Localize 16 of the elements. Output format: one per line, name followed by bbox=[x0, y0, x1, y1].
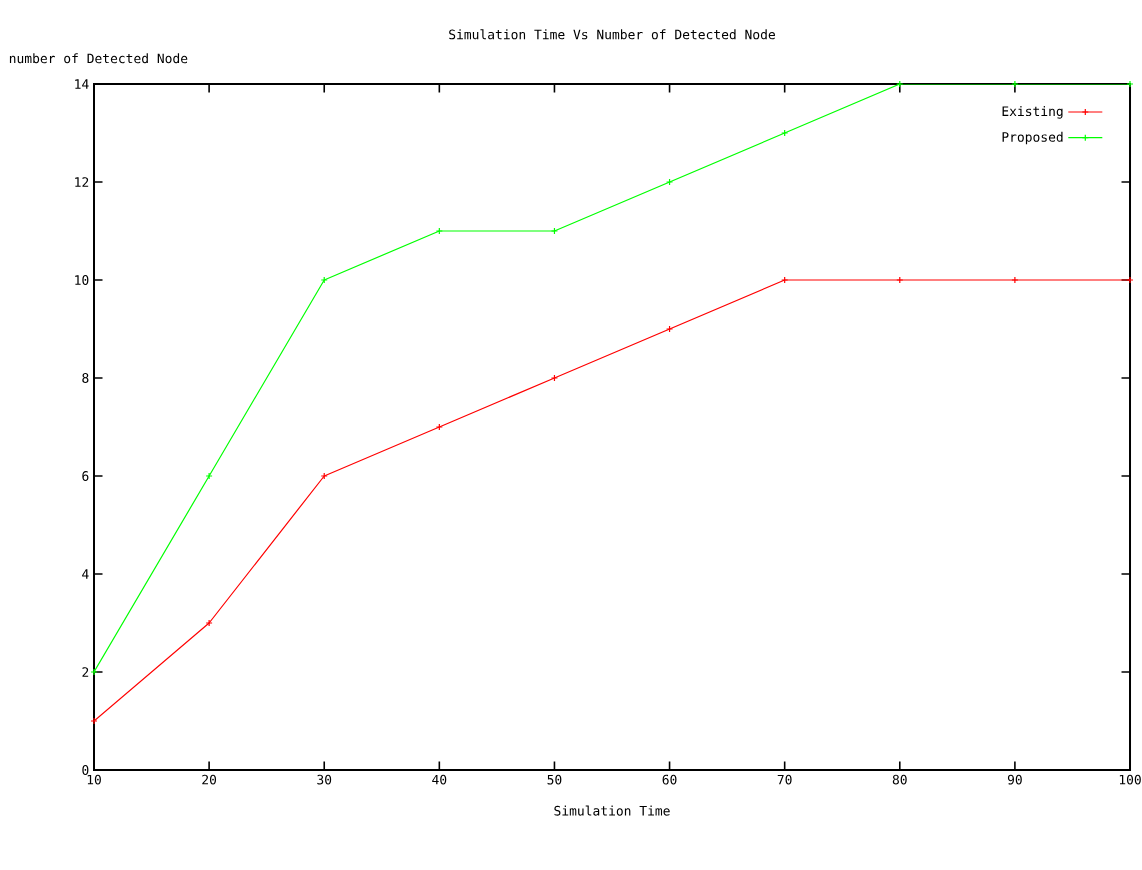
point bbox=[550, 374, 559, 382]
point bbox=[550, 227, 559, 235]
point bbox=[896, 80, 904, 88]
point bbox=[205, 472, 213, 480]
point bbox=[665, 178, 674, 186]
point bbox=[665, 325, 674, 333]
point bbox=[896, 276, 904, 284]
point bbox=[1011, 276, 1019, 284]
point bbox=[435, 227, 443, 235]
point bbox=[205, 619, 213, 627]
point bbox=[781, 129, 789, 137]
point bbox=[320, 472, 328, 480]
point bbox=[435, 423, 443, 431]
point bbox=[781, 276, 789, 284]
point bbox=[1011, 80, 1019, 88]
point bbox=[320, 276, 328, 284]
